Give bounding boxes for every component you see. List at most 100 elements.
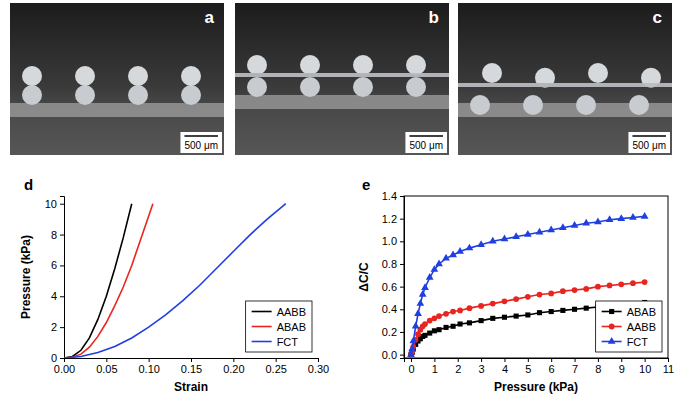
tick-mark	[400, 264, 404, 265]
marker	[427, 331, 432, 336]
tick-mark	[528, 358, 529, 362]
marker	[421, 283, 429, 290]
tick-mark	[60, 265, 64, 266]
tick: 9	[619, 358, 625, 375]
panel-label: d	[24, 176, 33, 193]
x-axis: 0.000.050.100.150.200.250.30	[54, 358, 329, 375]
sphere	[181, 85, 201, 105]
tick: 0.25	[265, 358, 286, 375]
sphere	[406, 55, 426, 75]
photo-background	[235, 3, 449, 155]
substrate-shadow	[10, 117, 224, 155]
marker	[512, 232, 520, 239]
sphere	[181, 66, 201, 86]
axis-line	[60, 197, 65, 359]
tick-label: 0.2	[382, 326, 397, 338]
tick-label: 0.30	[308, 363, 329, 375]
sphere	[629, 95, 649, 115]
tick-mark	[191, 358, 192, 362]
plot-frame	[404, 196, 668, 358]
marker	[450, 309, 456, 315]
tick: 0	[408, 358, 414, 375]
tick-label: 3	[479, 363, 485, 375]
tick-mark	[504, 358, 505, 362]
sphere	[300, 55, 320, 75]
tick: 2	[51, 321, 64, 333]
tick-mark	[645, 358, 646, 362]
tick-mark	[60, 327, 64, 328]
tick: 4	[51, 290, 64, 302]
scale-bar	[409, 135, 443, 137]
marker	[479, 318, 484, 323]
legend: ABAB AABB FCT	[596, 301, 662, 352]
marker	[502, 315, 507, 320]
sphere	[576, 95, 596, 115]
axis-line	[400, 197, 405, 359]
tick: 4	[502, 358, 508, 375]
tick-label: 11	[663, 363, 674, 375]
marker	[595, 284, 601, 290]
y-axis-title: Pressure (kPa)	[19, 235, 33, 319]
tick-label: 0.10	[138, 363, 159, 375]
legend-label: ABAB	[627, 306, 656, 318]
y-axis: 0246810	[45, 197, 65, 365]
tick-mark	[233, 358, 234, 362]
marker	[560, 288, 566, 294]
legend-item: FCT	[252, 336, 299, 348]
tick-label: 0.05	[96, 363, 117, 375]
tick-label: 8	[51, 229, 57, 241]
sphere	[75, 85, 95, 105]
x-axis-title: Pressure (kPa)	[494, 380, 578, 394]
marker	[572, 287, 578, 293]
marker	[449, 250, 457, 257]
layer	[235, 73, 449, 77]
tick: 1.4	[382, 190, 404, 202]
legend-marker	[609, 309, 614, 314]
marker	[408, 344, 416, 351]
legend-box	[596, 301, 662, 352]
marker	[537, 292, 543, 298]
scale-bar-box	[628, 132, 670, 153]
series-line	[64, 204, 132, 358]
layer	[235, 73, 449, 77]
sphere	[247, 77, 267, 97]
tick-label: 6	[51, 259, 57, 271]
tick-label: 0.6	[382, 281, 397, 293]
tick-mark	[434, 358, 435, 362]
x-axis-title: Strain	[174, 380, 208, 394]
marker	[443, 311, 449, 317]
tick-mark	[106, 358, 107, 362]
marker	[549, 309, 554, 314]
tick-label: 0	[408, 363, 414, 375]
marker	[514, 314, 519, 319]
sphere	[247, 55, 267, 75]
y-axis: 0.00.20.40.60.81.01.21.4	[382, 190, 405, 361]
marker	[560, 308, 565, 313]
tick: 6	[51, 259, 64, 271]
tick-label: 7	[572, 363, 578, 375]
tick-label: 2	[455, 363, 461, 375]
marker	[412, 322, 420, 329]
sphere	[300, 77, 320, 97]
tick: 0.4	[382, 303, 404, 315]
panel-label: b	[429, 8, 439, 27]
marker	[536, 228, 544, 235]
legend-label: AABB	[627, 321, 656, 333]
scale-bar	[184, 135, 218, 137]
scale-bar-box	[180, 132, 222, 153]
tick-mark	[60, 204, 64, 205]
chart: 012345678910110.00.20.40.60.81.01.21.4Pr…	[357, 176, 674, 394]
marker	[444, 325, 449, 330]
marker	[456, 247, 464, 254]
marker	[457, 308, 463, 314]
legend-label: FCT	[627, 336, 649, 348]
marker	[502, 298, 508, 304]
axis-line	[405, 359, 669, 363]
tick: 0.30	[308, 358, 329, 375]
tick: 6	[549, 358, 555, 375]
layer	[458, 83, 672, 87]
tick: 2	[455, 358, 461, 375]
sphere	[353, 77, 373, 97]
sphere	[353, 55, 373, 75]
marker	[432, 328, 437, 333]
